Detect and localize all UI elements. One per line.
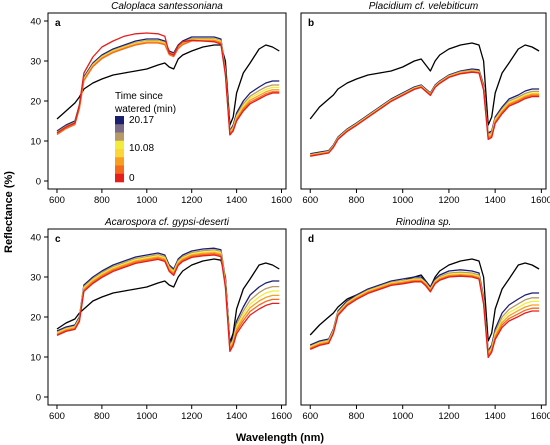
series-line-5 — [309, 274, 540, 357]
series-line-0 — [56, 44, 280, 126]
x-tick-label: 800 — [349, 195, 365, 206]
x-tick-label: 1600 — [271, 411, 292, 422]
x-tick-label: 600 — [49, 411, 65, 422]
x-tick-label: 800 — [94, 195, 110, 206]
series-line-3 — [310, 70, 540, 156]
series-line-0 — [56, 258, 280, 344]
x-tick-label: 1200 — [181, 411, 202, 422]
colorbar-segment — [115, 132, 124, 142]
plot-frame — [47, 12, 287, 190]
panel-title: Rinodina sp. — [396, 217, 452, 228]
colorbar-segment — [115, 124, 124, 133]
x-tick-label: 1400 — [226, 195, 247, 206]
panel-title: Placidium cf. velebiticum — [369, 1, 478, 12]
panel-c: Acarospora cf. gypsi-deserti c 600 800 1000 1… — [30, 217, 292, 422]
series-line-4 — [56, 39, 280, 135]
plot-frame — [47, 228, 287, 406]
plot-frame — [300, 228, 547, 406]
series-line-0 — [309, 258, 540, 342]
x-tick-label: 1200 — [438, 195, 459, 206]
y-tick-label: 40 — [30, 233, 41, 244]
colorbar-segment — [115, 173, 124, 183]
x-axis-label: Wavelength (nm) — [236, 432, 325, 444]
x-tick-label: 1000 — [136, 195, 157, 206]
colorbar-segment — [115, 116, 124, 125]
series-line-6 — [309, 275, 540, 359]
x-tick-label: 1600 — [531, 411, 550, 422]
colorbar-segment — [115, 157, 124, 166]
panel-title: Caloplaca santessoniana — [111, 1, 223, 12]
panel-d: Rinodina sp. d 600 800 1000 1200 1400 1600 — [300, 217, 550, 422]
x-tick-label: 1400 — [485, 411, 506, 422]
colorbar-segment — [115, 149, 124, 158]
series-line-6 — [310, 71, 540, 157]
panel-label: a — [55, 18, 61, 29]
x-tick-label: 800 — [349, 411, 365, 422]
y-tick-label: 20 — [30, 97, 41, 108]
y-tick-label: 30 — [30, 273, 41, 284]
x-tick-label: 1600 — [531, 195, 550, 206]
y-tick-label: 20 — [30, 313, 41, 324]
y-tick-label: 10 — [30, 353, 41, 364]
series-line-2 — [310, 69, 540, 156]
series-line-5 — [56, 253, 280, 351]
x-tick-label: 600 — [49, 195, 65, 206]
series-line-5 — [56, 40, 280, 136]
x-tick-label: 1600 — [271, 195, 292, 206]
series-line-0 — [309, 42, 540, 126]
x-tick-label: 1200 — [438, 411, 459, 422]
y-tick-label: 10 — [30, 137, 41, 148]
x-tick-label: 1000 — [136, 411, 157, 422]
x-tick-label: 1000 — [392, 195, 413, 206]
y-tick-label: 30 — [30, 57, 41, 68]
series-line-6 — [56, 254, 280, 353]
x-tick-label: 1000 — [392, 411, 413, 422]
panel-label: b — [308, 18, 314, 29]
series-line-3 — [56, 250, 280, 349]
series-line-4 — [56, 251, 280, 350]
colorbar-segment — [115, 165, 124, 175]
y-tick-label: 0 — [36, 393, 41, 404]
x-tick-label: 800 — [94, 411, 110, 422]
x-tick-label: 1200 — [181, 195, 202, 206]
series-line-2 — [56, 249, 280, 348]
legend-title-line2: watered (min) — [114, 104, 176, 115]
x-tick-label: 1400 — [485, 195, 506, 206]
series-line-1 — [309, 269, 540, 352]
plot-frame — [300, 12, 547, 190]
legend-label-min: 0 — [129, 173, 135, 184]
panel-title: Acarospora cf. gypsi-deserti — [104, 217, 230, 228]
panel-label: c — [55, 234, 61, 245]
x-tick-label: 600 — [302, 195, 318, 206]
x-tick-label: 600 — [302, 411, 318, 422]
x-tick-label: 1400 — [226, 411, 247, 422]
legend-label-max: 20.17 — [129, 115, 154, 126]
legend-title-line1: Time since — [115, 91, 163, 102]
series-line-1 — [56, 247, 280, 346]
colorbar-segment — [115, 140, 124, 150]
y-tick-label: 0 — [36, 177, 41, 188]
legend-colorbar — [115, 116, 124, 183]
y-axis-label: Reflectance (%) — [3, 171, 15, 253]
y-tick-label: 40 — [30, 17, 41, 28]
legend-label-mid: 10.08 — [129, 143, 154, 154]
time-legend: Time since watered (min) 20.17 10.08 0 — [114, 91, 176, 184]
panel-label: d — [308, 234, 314, 245]
panel-b: Placidium cf. velebiticum b 600 800 1000 1200… — [300, 1, 550, 206]
series-line-6 — [56, 32, 280, 136]
